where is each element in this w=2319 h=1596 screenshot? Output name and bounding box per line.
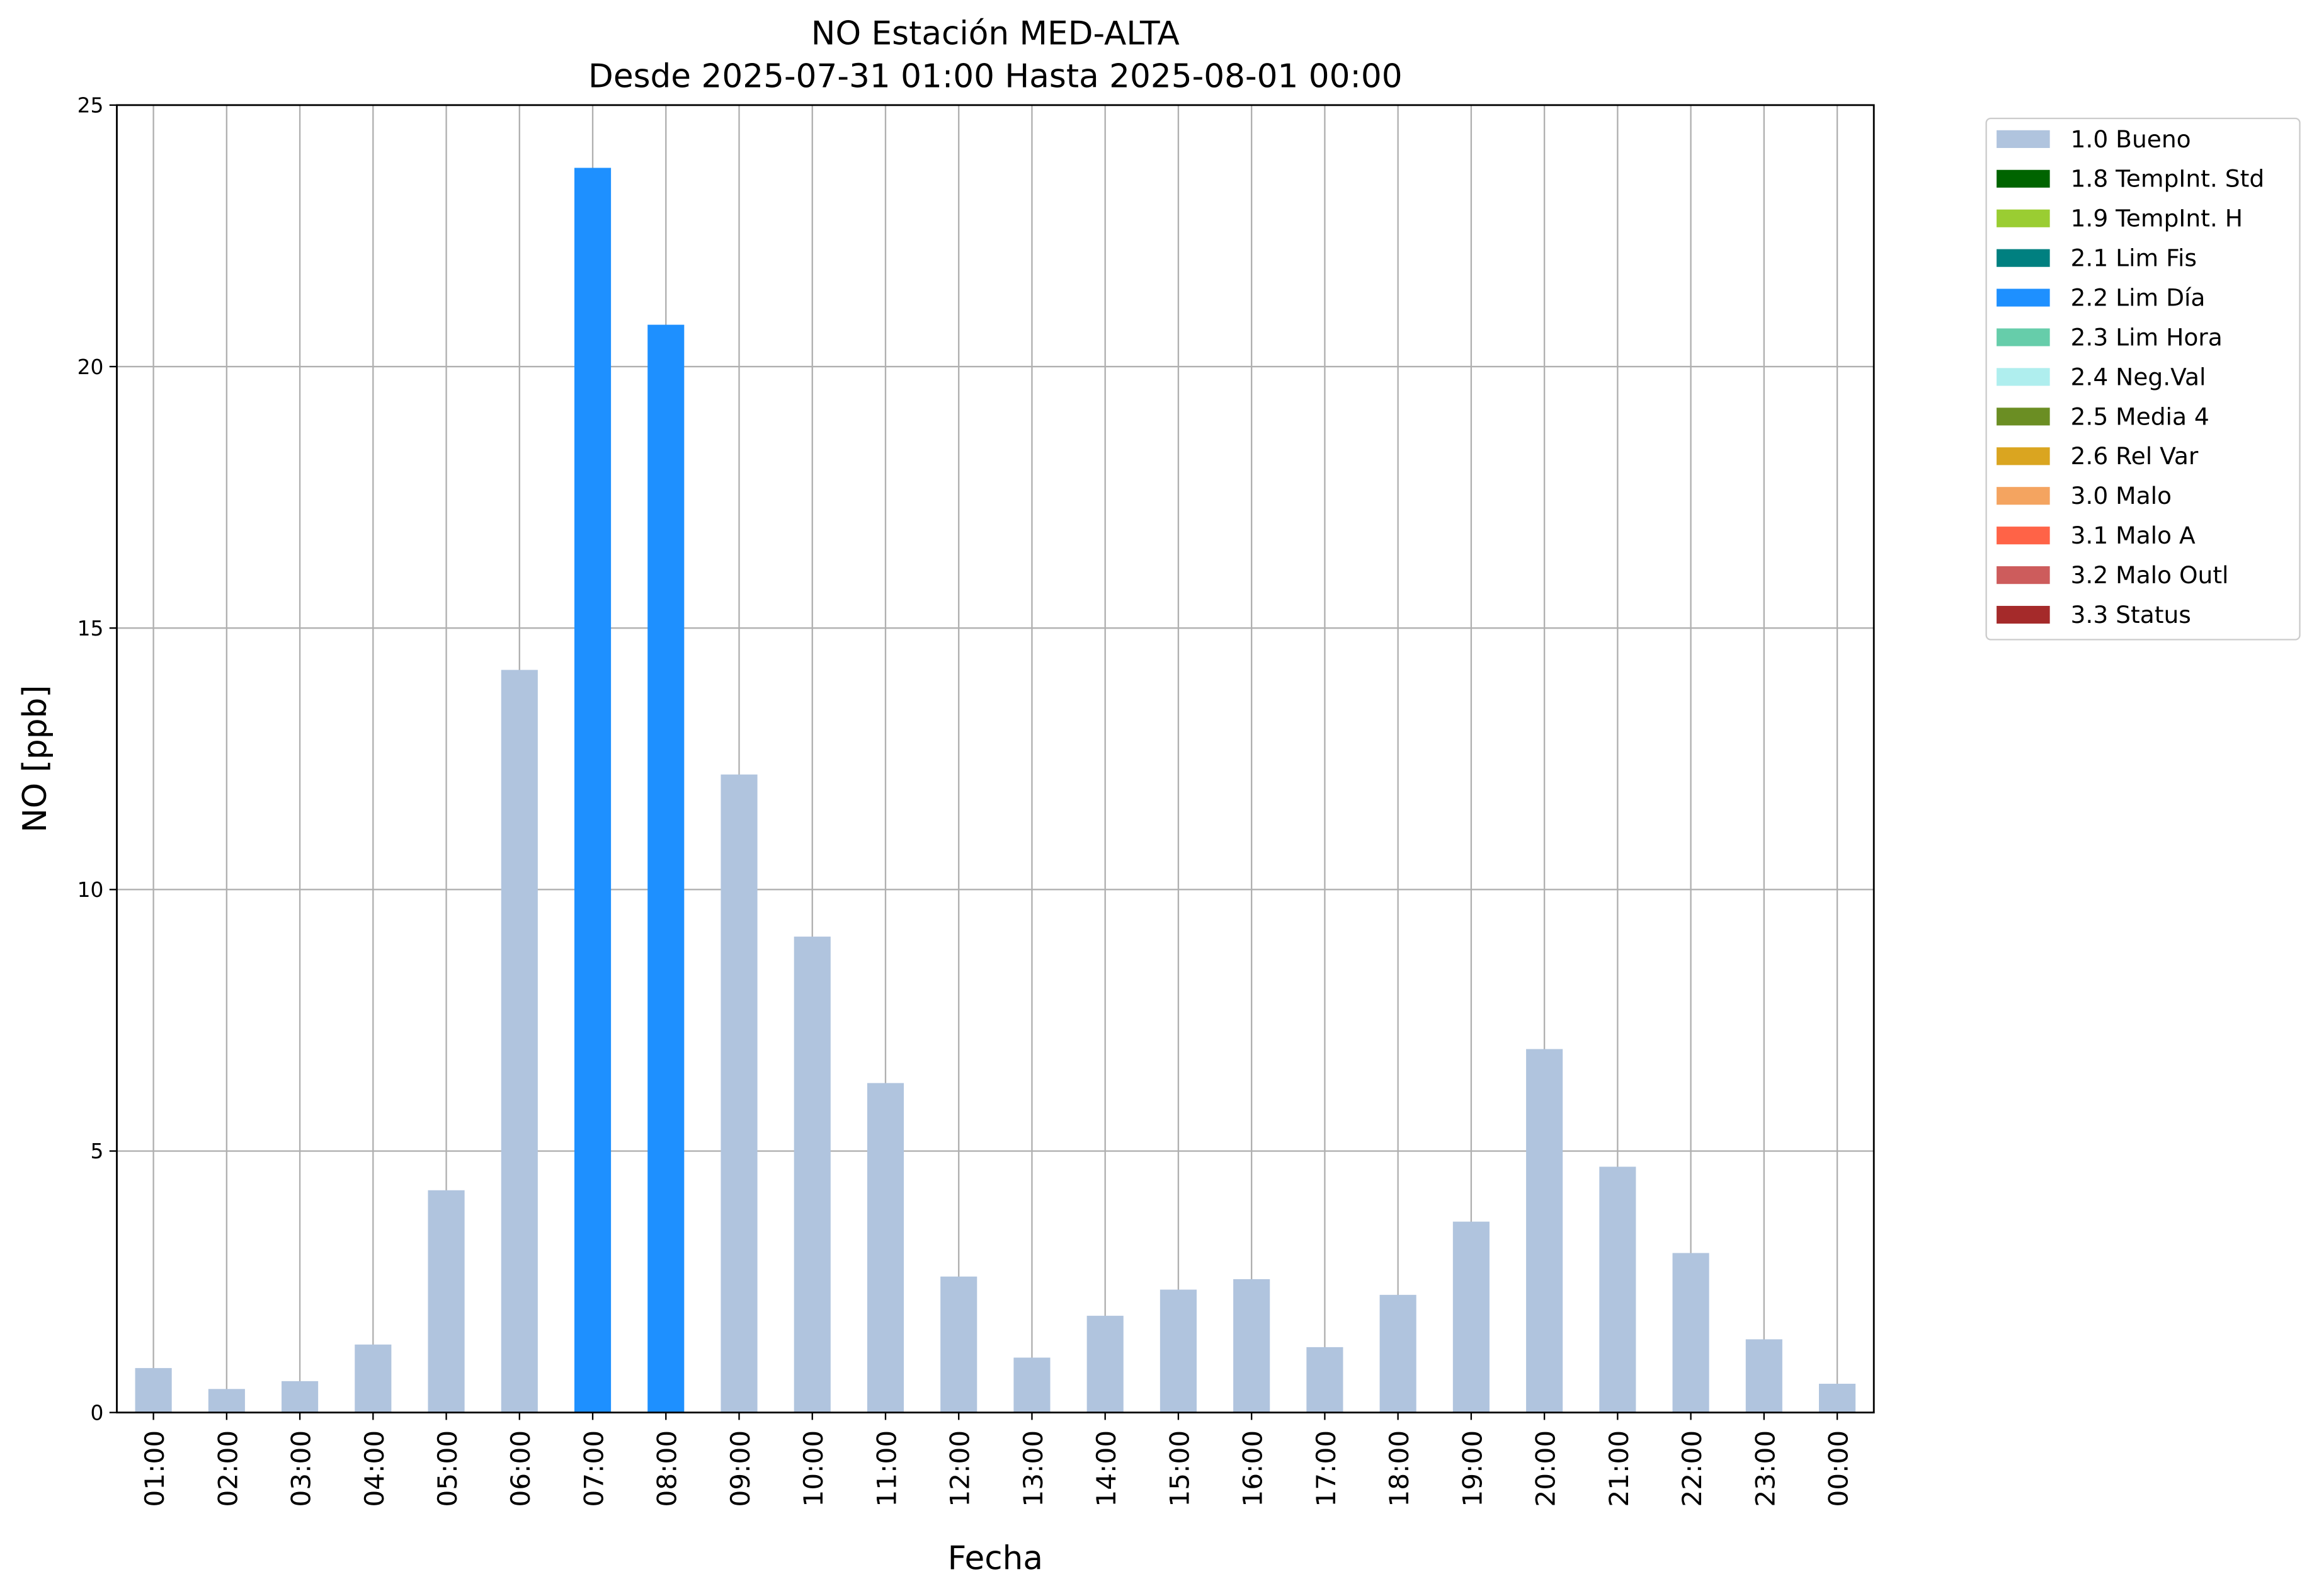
legend-label: 2.1 Lim Fis bbox=[2071, 244, 2197, 272]
x-tick-label: 15:00 bbox=[1164, 1430, 1195, 1507]
x-tick-label: 12:00 bbox=[945, 1430, 976, 1507]
legend-swatch bbox=[1997, 169, 2050, 188]
bar bbox=[501, 670, 538, 1413]
y-tick-label: 10 bbox=[77, 877, 104, 902]
legend-swatch bbox=[1997, 605, 2050, 624]
bar bbox=[721, 774, 758, 1413]
bar bbox=[574, 168, 612, 1413]
bar bbox=[428, 1190, 465, 1413]
legend-swatch bbox=[1997, 566, 2050, 584]
legend-label: 1.9 TempInt. H bbox=[2071, 205, 2243, 232]
bar bbox=[1672, 1253, 1709, 1413]
bar bbox=[647, 324, 685, 1413]
legend-label: 3.3 Status bbox=[2071, 601, 2191, 629]
legend-swatch bbox=[1997, 487, 2050, 505]
x-tick-label: 21:00 bbox=[1604, 1430, 1634, 1507]
legend-swatch bbox=[1997, 527, 2050, 545]
x-tick-label: 10:00 bbox=[798, 1430, 829, 1507]
x-axis-label: Fecha bbox=[948, 1540, 1043, 1578]
legend-label: 3.0 Malo bbox=[2071, 482, 2172, 510]
x-tick-label: 13:00 bbox=[1018, 1430, 1049, 1507]
x-tick-label: 03:00 bbox=[286, 1430, 317, 1507]
x-tick-label: 08:00 bbox=[652, 1430, 683, 1507]
bar bbox=[355, 1344, 392, 1413]
bar bbox=[1013, 1357, 1051, 1413]
x-tick-label: 09:00 bbox=[725, 1430, 756, 1507]
x-tick-label: 04:00 bbox=[359, 1430, 390, 1507]
x-tick-label: 00:00 bbox=[1823, 1430, 1854, 1507]
legend-label: 2.2 Lim Día bbox=[2071, 284, 2206, 312]
legend-label: 1.8 TempInt. Std bbox=[2071, 165, 2265, 193]
legend-swatch bbox=[1997, 130, 2050, 148]
legend-swatch bbox=[1997, 328, 2050, 346]
legend-swatch bbox=[1997, 447, 2050, 465]
x-tick-label: 02:00 bbox=[212, 1430, 243, 1507]
bar bbox=[867, 1083, 904, 1413]
y-tick-label: 0 bbox=[90, 1400, 103, 1425]
bar bbox=[1379, 1294, 1416, 1413]
bar bbox=[1819, 1384, 1856, 1413]
bar bbox=[1306, 1347, 1343, 1413]
legend-swatch bbox=[1997, 209, 2050, 227]
bar bbox=[1086, 1316, 1124, 1413]
y-tick-label: 5 bbox=[90, 1139, 103, 1163]
bar bbox=[1233, 1279, 1270, 1413]
legend: 1.0 Bueno 1.8 TempInt. Std 1.9 TempInt. H 2… bbox=[1985, 117, 2301, 641]
legend-label: 1.0 Bueno bbox=[2071, 125, 2191, 153]
x-tick-label: 07:00 bbox=[578, 1430, 609, 1507]
legend-label: 2.4 Neg.Val bbox=[2071, 363, 2206, 390]
bar bbox=[135, 1368, 172, 1413]
bar bbox=[1526, 1049, 1563, 1413]
legend-label: 2.5 Media 4 bbox=[2071, 402, 2209, 430]
y-axis-label: NO [ppb] bbox=[16, 685, 54, 833]
bar bbox=[1452, 1221, 1490, 1413]
bar bbox=[1160, 1289, 1197, 1413]
bar bbox=[1599, 1166, 1636, 1413]
bar bbox=[282, 1381, 319, 1413]
legend-swatch bbox=[1997, 368, 2050, 386]
y-tick-label: 20 bbox=[77, 355, 104, 379]
x-tick-label: 11:00 bbox=[871, 1430, 902, 1507]
x-tick-label: 05:00 bbox=[432, 1430, 463, 1507]
x-tick-label: 16:00 bbox=[1238, 1430, 1268, 1507]
legend-swatch bbox=[1997, 288, 2050, 307]
x-tick-label: 20:00 bbox=[1530, 1430, 1561, 1507]
bars bbox=[135, 168, 1856, 1413]
chart-subtitle: Desde 2025-07-31 01:00 Hasta 2025-08-01 … bbox=[588, 58, 1403, 96]
x-tick-label: 18:00 bbox=[1384, 1430, 1415, 1507]
bar bbox=[1745, 1339, 1782, 1413]
chart-title: NO Estación MED-ALTA bbox=[811, 15, 1180, 53]
plot-frame bbox=[116, 104, 1875, 1414]
x-tick-label: 06:00 bbox=[505, 1430, 536, 1507]
bar bbox=[208, 1389, 245, 1413]
x-tick-label: 22:00 bbox=[1677, 1430, 1707, 1507]
legend-swatch bbox=[1997, 408, 2050, 426]
legend-frame bbox=[1985, 117, 2301, 641]
bar bbox=[794, 937, 831, 1413]
legend-label: 2.6 Rel Var bbox=[2071, 442, 2199, 470]
x-tick-label: 14:00 bbox=[1091, 1430, 1122, 1507]
x-tick-label: 19:00 bbox=[1457, 1430, 1488, 1507]
legend-swatch bbox=[1997, 249, 2050, 267]
y-tick-label: 25 bbox=[77, 93, 104, 118]
legend-label: 2.3 Lim Hora bbox=[2071, 323, 2223, 351]
x-tick-label: 17:00 bbox=[1311, 1430, 1342, 1507]
legend-label: 3.2 Malo Outl bbox=[2071, 561, 2229, 589]
x-tick-label: 23:00 bbox=[1750, 1430, 1781, 1507]
bar bbox=[940, 1276, 977, 1413]
x-tick-label: 01:00 bbox=[139, 1430, 170, 1507]
legend-label: 3.1 Malo A bbox=[2071, 522, 2196, 549]
y-tick-label: 15 bbox=[77, 616, 104, 641]
